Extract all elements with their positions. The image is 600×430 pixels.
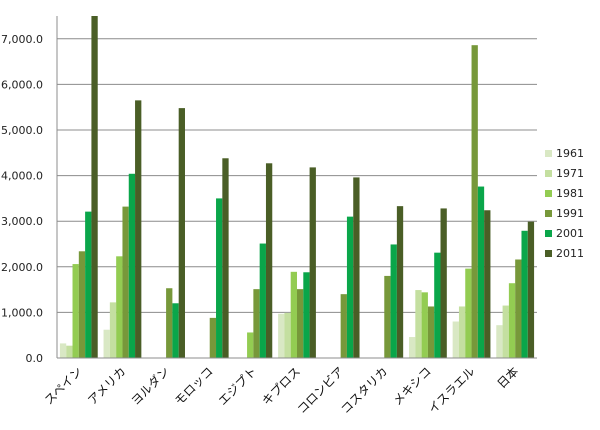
bar-1991-7	[384, 275, 391, 358]
category-label: 日本	[494, 364, 521, 391]
bar-1981-0	[72, 264, 79, 358]
bar-2001-10	[521, 230, 528, 358]
y-tick-label: 5,000.0	[1, 124, 43, 137]
bar-2001-2	[172, 303, 179, 358]
category-label: キプロス	[259, 364, 303, 408]
y-tick-label: 4,000.0	[1, 170, 43, 183]
bar-1981-1	[116, 256, 123, 358]
category-label: コスタリカ	[338, 364, 390, 416]
legend-label: 2001	[556, 227, 584, 240]
legend-label: 1981	[556, 187, 584, 200]
legend-swatch	[545, 190, 552, 197]
bar-1991-3	[209, 317, 217, 358]
bar-1971-10	[502, 305, 509, 358]
legend-swatch	[545, 170, 552, 177]
bar-2011-1	[135, 100, 142, 359]
legend-swatch	[545, 150, 552, 157]
bar-1991-2	[166, 288, 173, 358]
bar-1971-8	[415, 290, 422, 358]
bar-1971-0	[66, 345, 73, 358]
bar-1981-4	[247, 332, 254, 358]
bar-1971-1	[109, 302, 117, 358]
category-label: アメリカ	[85, 364, 128, 407]
bar-2011-7	[396, 206, 404, 358]
category-label: メキシコ	[390, 364, 434, 408]
legend: 1961 1971 1981 1991 2001 2011	[545, 147, 584, 260]
y-tick-label: 6,000.0	[1, 78, 43, 91]
legend-swatch	[545, 210, 552, 217]
category-label: ヨルダン	[128, 364, 173, 409]
bar-1981-9	[465, 268, 472, 358]
legend-label: 2011	[556, 247, 584, 260]
bar-2011-5	[309, 167, 316, 358]
bar-1961-10	[496, 325, 503, 358]
legend-label: 1961	[556, 147, 584, 160]
bar-1971-9	[458, 306, 466, 358]
bar-2001-9	[477, 186, 485, 358]
bar-2001-0	[85, 211, 92, 358]
legend-label: 1991	[556, 207, 584, 220]
bar-1991-4	[253, 289, 260, 358]
bar-1961-0	[59, 343, 67, 358]
bar-1991-10	[515, 259, 522, 358]
bar-2011-3	[222, 158, 229, 358]
bar-1991-0	[78, 251, 86, 358]
bar-2011-2	[178, 108, 185, 358]
category-label: スペイン	[42, 364, 85, 407]
category-label: モロッコ	[172, 364, 216, 408]
bar-2011-0	[91, 16, 98, 358]
bar-1961-9	[452, 321, 459, 358]
legend-swatch	[545, 230, 552, 237]
bar-2011-8	[440, 208, 447, 358]
bar-1961-1	[103, 329, 110, 358]
bar-2001-6	[346, 216, 354, 358]
bar-2011-4	[265, 163, 273, 358]
bar-1981-10	[508, 283, 516, 358]
bar-1981-5	[290, 271, 297, 358]
bar-1991-9	[471, 45, 478, 359]
y-tick-label: 7,000.0	[1, 33, 43, 46]
legend-label: 1971	[556, 167, 584, 180]
category-label: エジプト	[216, 364, 260, 408]
y-tick-label: 2,000.0	[1, 261, 43, 274]
bar-1991-8	[427, 306, 435, 358]
axes: 0.0 1,000.0 2,000.0 3,000.0 4,000.0 5,000.0 6,…	[1, 16, 537, 365]
bar-1991-6	[340, 294, 347, 358]
bar-2001-7	[390, 244, 397, 358]
bar-2001-5	[303, 272, 310, 358]
bar-1991-5	[297, 289, 304, 358]
y-tick-label: 3,000.0	[1, 215, 43, 228]
legend-swatch	[545, 250, 552, 257]
bar-2011-10	[527, 221, 535, 358]
bar-2001-4	[259, 243, 266, 358]
bar-1961-8	[409, 337, 416, 358]
category-label: イスラエル	[426, 364, 478, 416]
y-tick-label: 0.0	[26, 352, 44, 365]
bar-2001-3	[216, 198, 223, 358]
bar-1991-1	[122, 206, 129, 358]
y-tick-label: 1,000.0	[1, 306, 43, 319]
bar-2001-8	[434, 252, 441, 358]
bar-2001-1	[128, 173, 136, 358]
bar-1961-5	[278, 313, 285, 358]
bar-1981-8	[421, 292, 428, 358]
bar-1971-5	[284, 312, 291, 358]
bar-2011-9	[484, 210, 491, 358]
bars	[59, 16, 535, 359]
bar-2011-6	[353, 177, 360, 358]
